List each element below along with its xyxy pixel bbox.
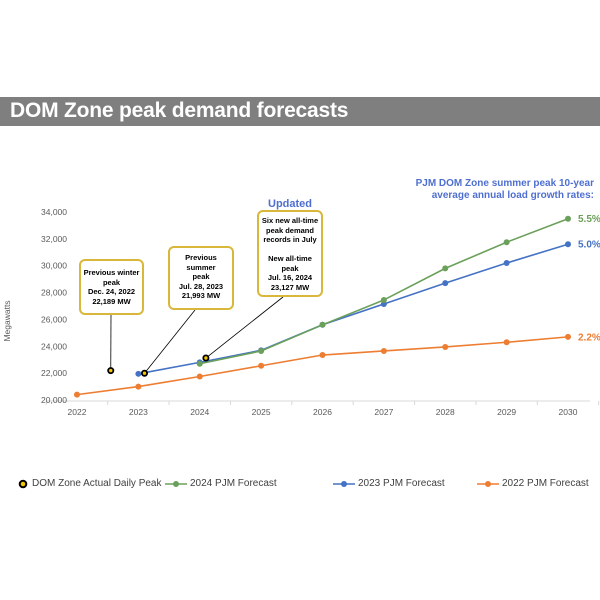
- x-tick-label: 2028: [436, 407, 455, 417]
- callout-line: Jul. 28, 2023: [178, 281, 224, 291]
- callout-line: 21,993 MW: [181, 291, 221, 300]
- data-point: [565, 241, 571, 248]
- growth-note-line2: average annual load growth rates:: [431, 190, 594, 201]
- legend-label: 2024 PJM Forecast: [190, 478, 277, 489]
- actual-peak-marker: [202, 354, 210, 362]
- callout-line: peak: [192, 272, 210, 281]
- y-tick-label: 22,000: [41, 368, 67, 378]
- data-point: [319, 352, 326, 359]
- data-point: [442, 280, 449, 287]
- growth-rate-note: PJM DOM Zone summer peak 10-year average…: [330, 178, 594, 202]
- data-point: [503, 339, 510, 346]
- y-tick-label: 24,000: [41, 341, 67, 351]
- data-point: [503, 260, 510, 267]
- legend-label: 2023 PJM Forecast: [358, 478, 445, 489]
- callout-line: 23,127 MW: [270, 282, 310, 292]
- y-tick-label: 30,000: [41, 261, 67, 271]
- y-tick-label: 26,000: [41, 314, 67, 324]
- callout-all-time-peak-2024: Six new all-time peak demand records in Ju…: [257, 210, 323, 297]
- legend-marker-2024: [165, 480, 187, 487]
- data-point: [319, 321, 326, 328]
- data-point: [258, 362, 265, 369]
- page-title: DOM Zone peak demand forecasts: [10, 99, 349, 122]
- data-point: [565, 333, 571, 340]
- x-tick-label: 2030: [559, 407, 578, 417]
- data-point: [135, 383, 142, 390]
- callout-line: Six new all-time: [261, 216, 319, 225]
- x-tick-label: 2023: [129, 407, 148, 417]
- updated-label: Updated: [268, 198, 312, 210]
- callout-line: Jul. 16, 2024: [267, 273, 313, 282]
- y-tick-label: 28,000: [41, 288, 67, 298]
- x-tick-label: 2025: [252, 407, 271, 417]
- data-point: [503, 239, 510, 246]
- callout-line: Previous: [185, 253, 217, 262]
- x-tick-label: 2026: [313, 407, 332, 417]
- callout-winter-peak: Previous winter peak Dec. 24, 2022 22,189 M…: [79, 259, 144, 315]
- y-tick-label: 32,000: [41, 234, 67, 244]
- legend-marker-2022: [477, 480, 499, 487]
- callout-leader-line: [205, 296, 284, 359]
- legend: DOM Zone Actual Daily Peak 2024 PJM Fore…: [0, 478, 600, 492]
- legend-item-2022: 2022 PJM Forecast: [477, 478, 589, 489]
- callout-line: New all-time: [268, 254, 312, 263]
- callout-line: Previous winter: [83, 268, 140, 277]
- legend-marker-actual-peak: [18, 479, 28, 488]
- callout-line: records in July: [263, 235, 317, 244]
- growth-note-line1: PJM DOM Zone summer peak 10-year: [415, 178, 594, 189]
- callout-line: [261, 245, 319, 255]
- x-tick-label: 2027: [374, 407, 393, 417]
- growth-rate-label: 5.0%: [578, 240, 600, 251]
- legend-item-actual-peak: DOM Zone Actual Daily Peak: [18, 478, 162, 489]
- actual-peak-marker: [141, 369, 149, 377]
- x-tick-label: 2029: [497, 407, 516, 417]
- actual-peak-marker: [107, 367, 115, 375]
- legend-marker-2023: [333, 480, 355, 487]
- data-point: [442, 343, 449, 350]
- data-point: [196, 360, 203, 367]
- data-point: [380, 347, 387, 354]
- y-axis-label: Megawatts: [2, 300, 12, 341]
- callout-line: peak demand: [266, 225, 314, 235]
- growth-rate-label: 2.2%: [578, 332, 600, 343]
- callout-line: peak: [281, 263, 299, 273]
- x-tick-label: 2022: [68, 407, 87, 417]
- callout-line: Dec. 24, 2022: [87, 287, 136, 296]
- series-line-2023: [138, 243, 569, 375]
- callout-leader-line: [144, 309, 196, 374]
- callout-summer-peak-2023: Previous summer peak Jul. 28, 2023 21,993 MW: [168, 246, 234, 310]
- x-tick-label: 2024: [190, 407, 209, 417]
- data-point: [74, 391, 80, 398]
- growth-rate-label: 5.5%: [578, 214, 600, 225]
- legend-label: 2022 PJM Forecast: [502, 478, 589, 489]
- callout-line: peak: [102, 277, 121, 287]
- data-point: [135, 370, 142, 377]
- data-point: [380, 296, 387, 303]
- callout-line: summer: [186, 262, 216, 272]
- data-point: [258, 347, 265, 354]
- legend-item-2023: 2023 PJM Forecast: [333, 478, 445, 489]
- callout-line: 22,189 MW: [92, 296, 131, 306]
- legend-label: DOM Zone Actual Daily Peak: [32, 478, 162, 489]
- data-point: [196, 373, 203, 380]
- y-tick-label: 34,000: [41, 207, 67, 217]
- legend-item-2024: 2024 PJM Forecast: [165, 478, 277, 489]
- data-point: [565, 215, 571, 222]
- title-bar: DOM Zone peak demand forecasts: [0, 97, 600, 126]
- y-tick-label: 20,000: [41, 395, 67, 405]
- data-point: [442, 265, 449, 272]
